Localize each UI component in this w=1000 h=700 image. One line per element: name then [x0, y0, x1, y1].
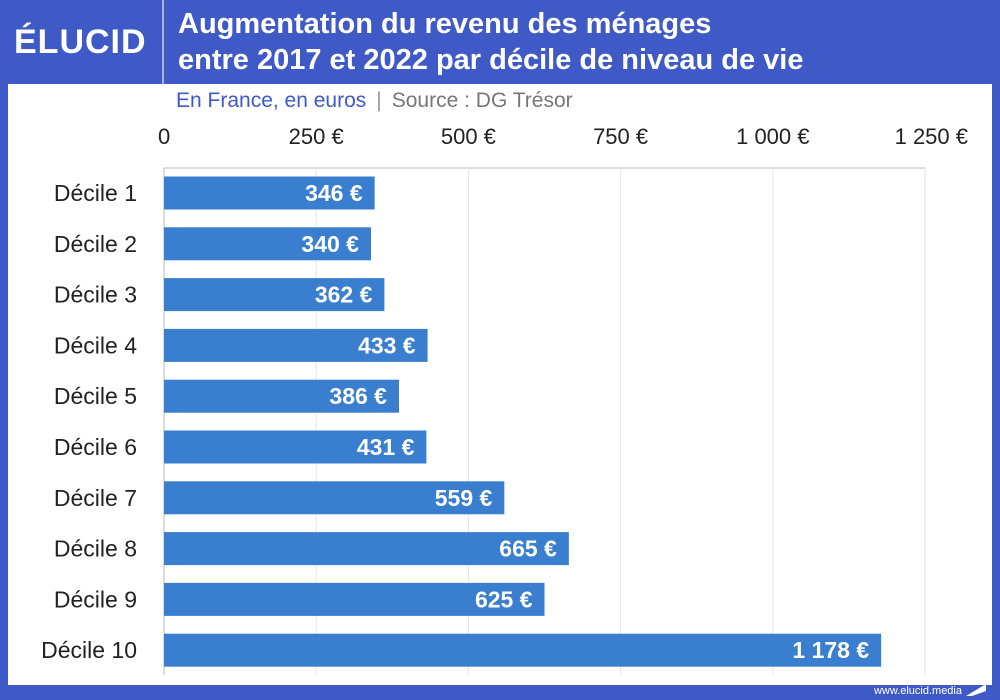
category-label: Décile 6 — [54, 434, 137, 460]
bar — [164, 328, 428, 362]
value-label: 625 € — [475, 586, 533, 612]
value-label: 431 € — [357, 434, 415, 460]
category-label: Décile 7 — [54, 485, 137, 511]
bar — [164, 532, 569, 566]
bar — [164, 379, 399, 413]
chart-subtitle: En France, en euros | Source : DG Trésor — [176, 88, 573, 114]
value-label: 1 178 € — [792, 637, 869, 663]
chart-title: Augmentation du revenu des ménages entre… — [178, 6, 978, 78]
value-label: 433 € — [358, 332, 416, 358]
bar — [164, 481, 505, 515]
brand-logo: ÉLUCID — [14, 23, 147, 61]
x-tick-label: 1 250 € — [895, 124, 968, 149]
x-tick-label: 750 € — [593, 124, 648, 149]
elucid-flag-icon — [966, 684, 986, 696]
category-label: Décile 8 — [54, 536, 137, 562]
subtitle-unit: En France, en euros — [176, 89, 367, 112]
bar — [164, 582, 545, 616]
bar — [164, 176, 375, 210]
website-credit: www.elucid.media — [873, 685, 962, 697]
x-tick-label: 0 — [158, 124, 170, 149]
x-tick-label: 1 000 € — [736, 124, 809, 149]
bar — [164, 430, 427, 464]
chart-title-line-2: entre 2017 et 2022 par décile de niveau … — [178, 44, 804, 76]
value-label: 346 € — [305, 180, 363, 206]
category-label: Décile 10 — [41, 637, 137, 663]
bar — [164, 633, 882, 667]
value-label: 340 € — [301, 231, 359, 257]
chart-title-line-1: Augmentation du revenu des ménages — [178, 8, 712, 40]
value-label: 665 € — [499, 536, 557, 562]
value-label: 386 € — [329, 383, 387, 409]
bar — [164, 227, 371, 261]
category-label: Décile 5 — [54, 383, 137, 409]
subtitle-source: Source : DG Trésor — [391, 89, 573, 112]
category-label: Décile 4 — [54, 332, 137, 358]
value-label: 559 € — [435, 485, 493, 511]
value-label: 362 € — [315, 282, 373, 308]
x-tick-label: 250 € — [289, 124, 344, 149]
header-divider — [162, 0, 164, 84]
category-label: Décile 3 — [54, 282, 137, 308]
header-banner: ÉLUCID Augmentation du revenu des ménage… — [0, 0, 1000, 84]
category-label: Décile 1 — [54, 180, 137, 206]
category-label: Décile 2 — [54, 231, 137, 257]
x-tick-label: 500 € — [441, 124, 496, 149]
bar — [164, 278, 385, 312]
subtitle-separator: | — [376, 89, 382, 112]
category-label: Décile 9 — [54, 586, 137, 612]
